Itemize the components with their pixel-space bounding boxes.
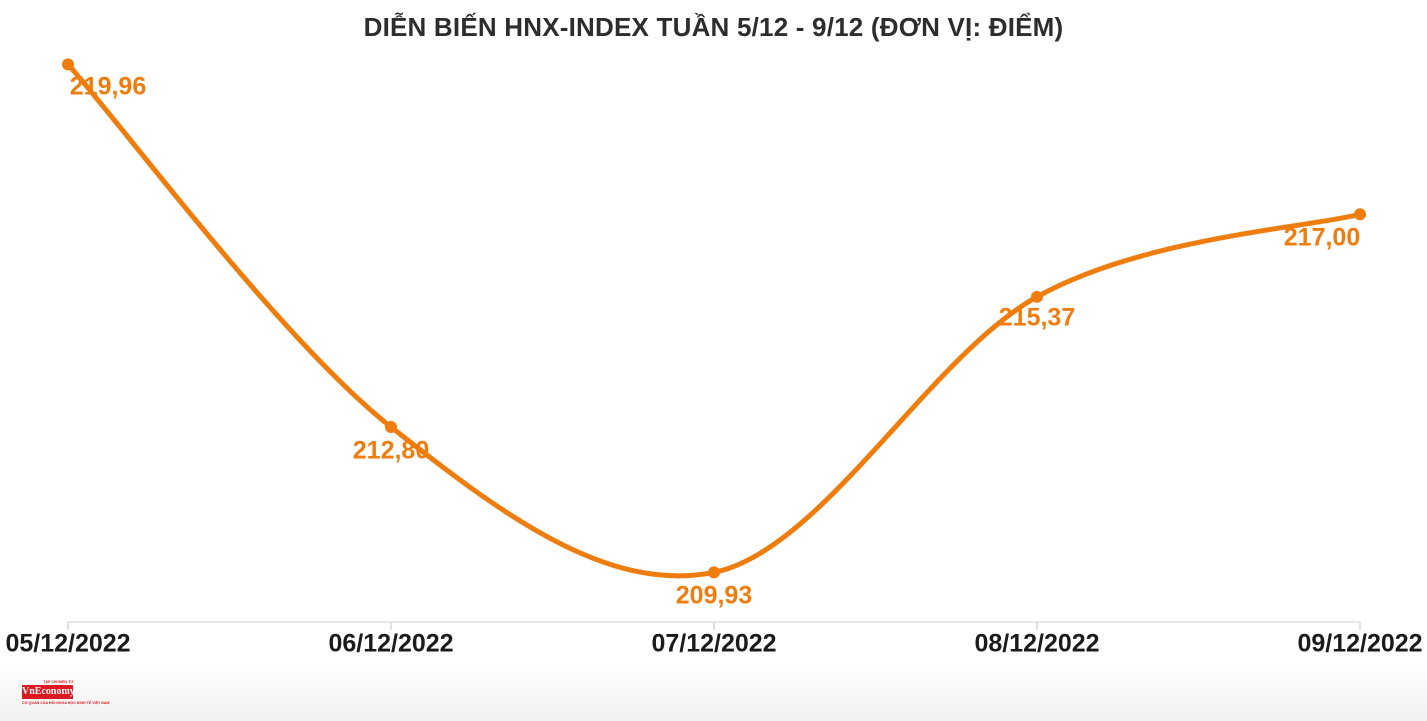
data-point-dot — [62, 58, 74, 71]
index-line-series — [65, 61, 1363, 579]
chart-title: DIỄN BIẾN HNX-INDEX TUẦN 5/12 - 9/12 (ĐƠ… — [363, 12, 1064, 42]
data-point-label: 217,00 — [1283, 223, 1361, 252]
x-axis-label: 05/12/2022 — [5, 629, 131, 658]
data-point-dot — [1031, 290, 1043, 303]
vneconomy-logo: TẠP CHÍ ĐIỆN TỬ VnEconomy CƠ QUAN CỦA HỘ… — [22, 680, 152, 716]
data-point-label: 212,80 — [352, 436, 430, 465]
logo-tagline-bottom: CƠ QUAN CỦA HỘI KHOA HỌC KINH TẾ VIỆT NA… — [22, 701, 110, 706]
x-axis-label: 06/12/2022 — [328, 629, 454, 658]
x-axis-label: 09/12/2022 — [1297, 629, 1423, 658]
data-point-dot — [1354, 208, 1366, 221]
x-axis-label: 08/12/2022 — [974, 629, 1100, 658]
data-point-label: 219,96 — [69, 72, 147, 101]
data-point-dot — [708, 566, 720, 579]
vneconomy-logo-wordmark: VnEconomy — [22, 685, 75, 699]
data-point-dot — [385, 420, 397, 433]
x-axis-label: 07/12/2022 — [651, 629, 777, 658]
data-point-label: 215,37 — [998, 303, 1076, 332]
logo-tagline-top: TẠP CHÍ ĐIỆN TỬ — [43, 680, 74, 685]
data-point-label: 209,93 — [675, 581, 753, 610]
